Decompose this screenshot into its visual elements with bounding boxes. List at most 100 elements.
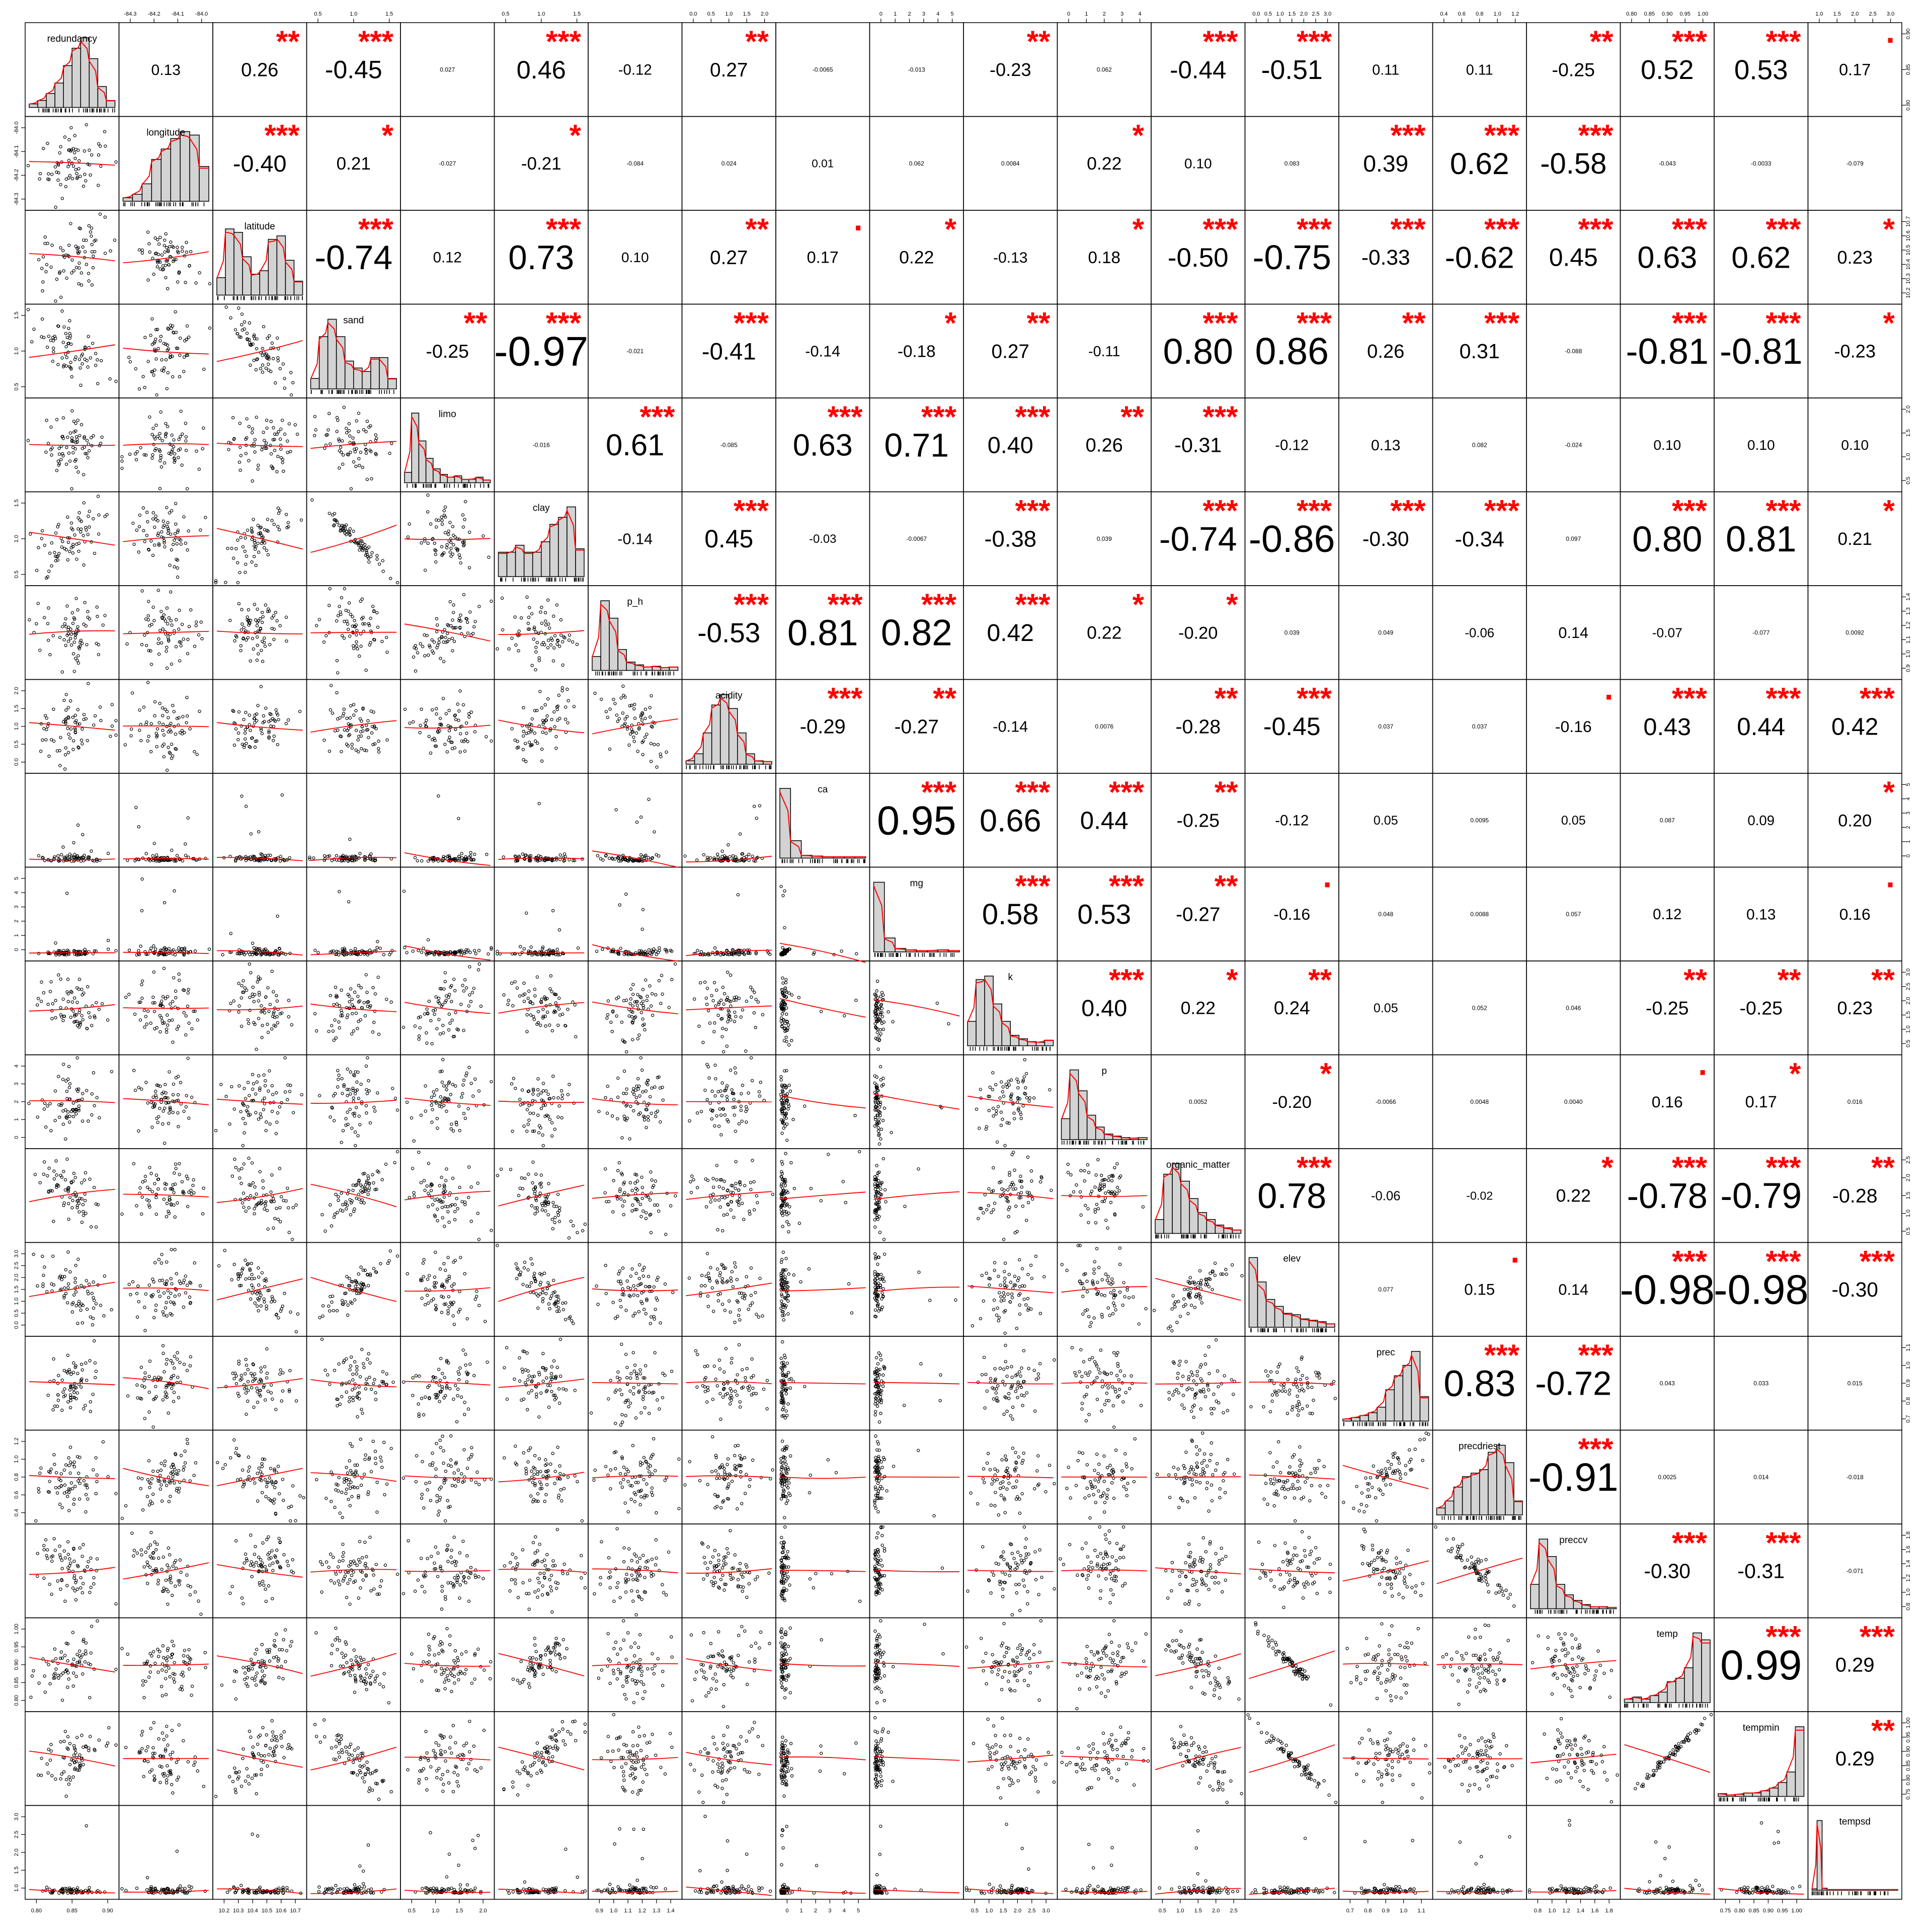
scatter-point (56, 163, 60, 167)
density-curve-temp (1624, 1635, 1710, 1700)
scatter-point (293, 423, 297, 427)
corr-value-longitude-ca: 0.01 (812, 157, 834, 170)
hist-bar-acidity-2 (702, 732, 712, 765)
scatter-point (79, 271, 84, 275)
scatter-point (40, 317, 44, 321)
panel-border-6-4 (400, 585, 495, 680)
signif-stars-prec-precdriest: *** (1484, 1338, 1520, 1372)
scatter-point (61, 625, 64, 628)
scatter-point (466, 740, 469, 744)
scatter-point (175, 557, 178, 561)
scatter-point (263, 439, 266, 442)
scatter-point (80, 362, 84, 366)
scatter-point (160, 744, 165, 748)
scatter-point (88, 148, 91, 152)
scatter-point (564, 705, 568, 709)
scatter-point (361, 465, 364, 469)
corr-value-p_h-preccv: 0.14 (1558, 624, 1588, 641)
scatter-point (323, 738, 326, 742)
density-curve-prec (1342, 1353, 1429, 1420)
histogram-clay (498, 506, 585, 582)
scatter-point (390, 442, 393, 445)
scatter-point (67, 451, 71, 455)
scatter-point (374, 452, 377, 455)
scatter-point (259, 685, 263, 688)
scatter-point (314, 624, 318, 627)
hist-bar-latitude-0 (216, 277, 226, 296)
scatter-point (128, 452, 132, 456)
scatter-point (170, 327, 173, 330)
panel-border-10-4 (400, 960, 495, 1056)
scatter-point (71, 739, 75, 743)
scatter-point (263, 636, 266, 640)
scatter-point (648, 715, 652, 719)
scatter-point (70, 409, 74, 413)
signif-stars-p_h-ca: *** (827, 588, 863, 621)
scatter-point (114, 949, 118, 952)
signif-stars-limo-ca: *** (827, 400, 863, 434)
scatter-point (440, 522, 444, 526)
scatter-point (153, 525, 156, 529)
panel-border-19-5 (494, 1805, 589, 1900)
scatter-point (103, 215, 107, 219)
scatter-point (554, 735, 558, 739)
signif-stars-ca-p: *** (1109, 775, 1145, 809)
corr-value-sand-temp: -0.81 (1626, 332, 1709, 372)
scatter-point (473, 730, 477, 734)
scatter-point (99, 359, 103, 363)
scatter-point (272, 739, 275, 742)
scatter-point (348, 837, 352, 841)
scatter-point (159, 335, 163, 338)
hist-bar-temp-5 (1667, 1681, 1676, 1703)
signif-stars-redundancy-temp: *** (1672, 25, 1708, 58)
scatter-point (254, 564, 258, 567)
scatter-panel-sand-longitude (123, 310, 212, 397)
scatter-point (120, 455, 124, 459)
scatter-point (42, 336, 46, 340)
corr-value-ca-mg: 0.95 (877, 798, 956, 844)
hist-bar-elev-0 (1248, 1257, 1258, 1328)
panel-border-2-0 (25, 210, 120, 305)
smooth-line-limo-sand (310, 441, 397, 449)
corr-value-p_h-elev: 0.039 (1284, 629, 1300, 636)
scatter-point (461, 525, 465, 529)
scatter-point (349, 704, 353, 708)
scatter-point (271, 438, 275, 442)
panel-border-9-5 (494, 866, 589, 961)
scatter-point (423, 654, 427, 658)
corr-value-clay-ca: -0.03 (809, 532, 836, 546)
scatter-point (335, 619, 339, 623)
scatter-point (45, 345, 49, 349)
scatter-point (87, 682, 90, 685)
scatter-point (109, 735, 112, 738)
scatter-point (166, 622, 170, 626)
scatter-point (153, 714, 156, 717)
scatter-point (352, 647, 356, 651)
scatter-point (244, 710, 248, 714)
scatter-point (89, 230, 93, 234)
scatter-point (545, 714, 549, 718)
scatter-point (166, 525, 169, 528)
signif-stars-latitude-elev: *** (1297, 212, 1332, 246)
scatter-panel-ca-latitude (216, 793, 303, 863)
corr-value-longitude-organic_matter: 0.10 (1184, 155, 1212, 172)
panel-border-15-4 (400, 1429, 495, 1524)
scatter-point (449, 624, 453, 627)
scatter-point (567, 699, 570, 702)
signif-stars-latitude-prec: *** (1390, 212, 1426, 246)
scatter-panel-acidity-p_h (592, 684, 678, 769)
scatter-point (264, 603, 268, 607)
scatter-point (338, 449, 342, 453)
scatter-point (38, 649, 42, 652)
histogram-redundancy (29, 37, 116, 113)
smooth-line-acidity-clay (498, 719, 585, 734)
scatter-point (308, 855, 311, 859)
hist-bar-clay-0 (498, 551, 508, 577)
scatter-point (388, 953, 391, 956)
scatter-point (352, 703, 356, 706)
scatter-point (465, 721, 468, 725)
scatter-point (289, 371, 293, 374)
scatter-point (137, 248, 141, 252)
histogram-longitude (122, 131, 209, 206)
scatter-point (665, 750, 668, 754)
